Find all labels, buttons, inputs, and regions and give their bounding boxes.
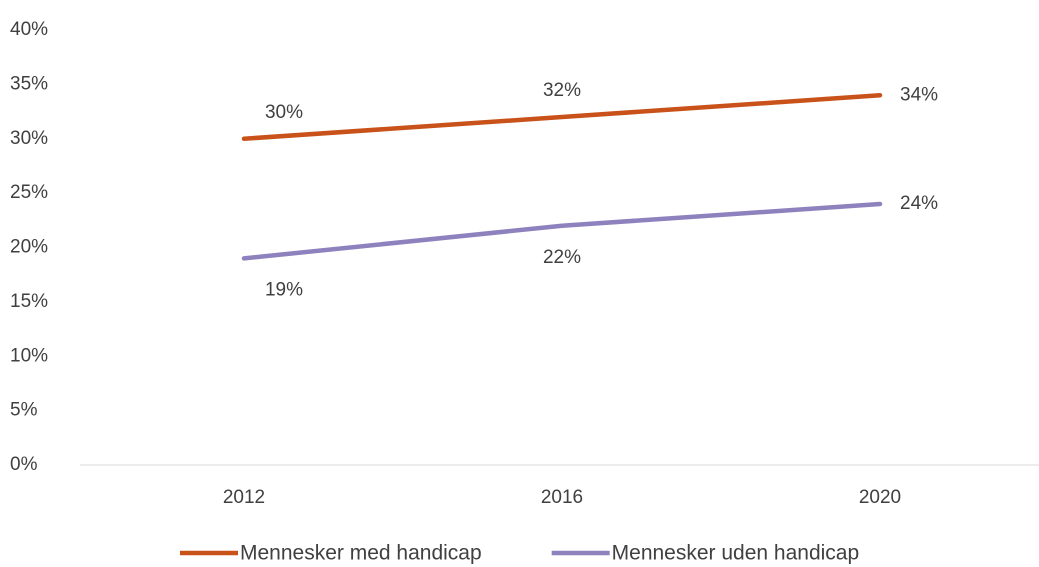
data-label: 30% (265, 102, 303, 123)
legend-label: Mennesker uden handicap (612, 542, 860, 565)
y-tick-label: 0% (10, 454, 38, 475)
y-tick-label: 10% (10, 345, 48, 366)
data-label: 24% (900, 193, 938, 214)
y-tick-label: 15% (10, 291, 48, 312)
y-tick-label: 35% (10, 73, 48, 94)
line (241, 201, 883, 261)
data-label: 22% (543, 247, 581, 268)
y-tick-label: 20% (10, 237, 48, 258)
data-label: 19% (265, 279, 303, 300)
data-label: 34% (900, 84, 938, 105)
line (241, 93, 883, 141)
x-tick-label: 2020 (859, 487, 901, 508)
legend-label: Mennesker med handicap (240, 542, 482, 565)
x-tick-label: 2012 (223, 487, 265, 508)
y-tick-label: 5% (10, 400, 38, 421)
x-tick-label: 2016 (541, 487, 583, 508)
y-tick-label: 40% (10, 19, 48, 40)
y-tick-label: 25% (10, 182, 48, 203)
data-label: 32% (543, 80, 581, 101)
y-tick-label: 30% (10, 128, 48, 149)
